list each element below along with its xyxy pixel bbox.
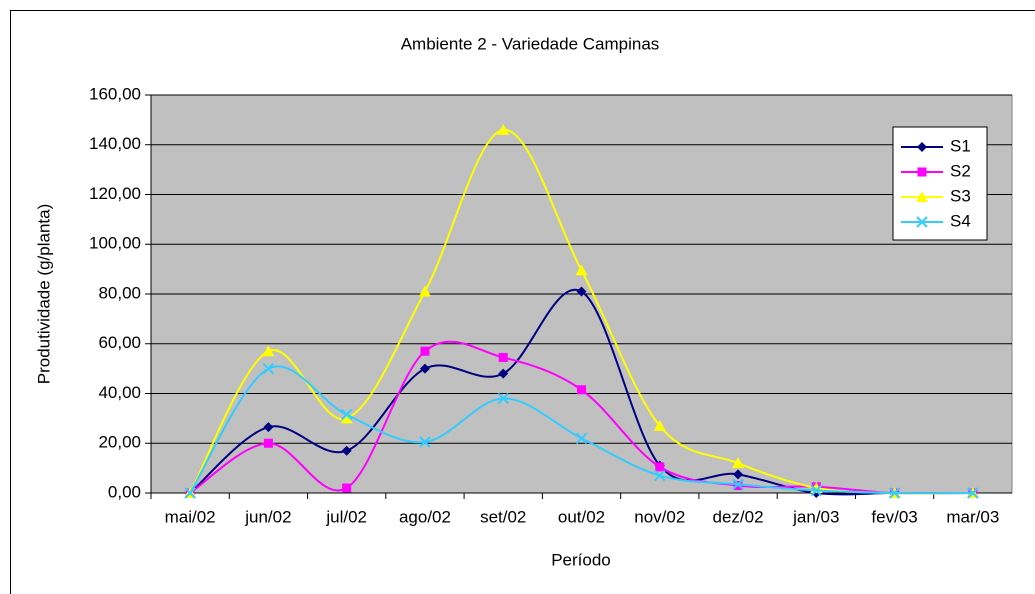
- marker: [732, 478, 744, 491]
- y-tick-label: 100,00: [89, 234, 141, 253]
- y-tick-label: 140,00: [89, 134, 141, 153]
- legend-box: [892, 126, 988, 241]
- x-tick-label: fev/03: [871, 507, 917, 526]
- marker: [810, 484, 823, 497]
- marker: [342, 483, 352, 493]
- marker: [498, 368, 509, 379]
- x-tick-label: jul/02: [325, 507, 367, 526]
- y-tick-label: 160,00: [89, 84, 141, 103]
- x-tick-label: dez/02: [713, 507, 764, 526]
- marker: [497, 123, 510, 135]
- legend-label: S1: [950, 136, 971, 155]
- y-tick-label: 0,00: [108, 482, 141, 501]
- x-tick-label: out/02: [558, 507, 605, 526]
- y-tick-label: 20,00: [98, 433, 141, 452]
- marker: [732, 457, 745, 469]
- marker: [341, 445, 352, 456]
- marker: [916, 191, 928, 202]
- x-tick-label: ago/02: [399, 507, 451, 526]
- marker: [263, 422, 274, 433]
- series-line: [189, 365, 973, 495]
- marker: [967, 487, 979, 499]
- marker: [577, 385, 586, 395]
- marker: [263, 438, 273, 448]
- marker: [420, 346, 430, 356]
- marker: [653, 419, 666, 431]
- marker: [340, 408, 353, 421]
- marker: [654, 469, 666, 482]
- marker: [888, 487, 901, 499]
- marker: [498, 352, 508, 362]
- marker: [419, 436, 431, 448]
- y-tick-label: 40,00: [98, 383, 141, 402]
- x-tick-label: set/02: [480, 507, 526, 526]
- marker: [575, 432, 588, 444]
- marker: [418, 285, 431, 297]
- marker: [917, 142, 927, 152]
- marker: [419, 363, 430, 374]
- chart-title: Ambiente 2 - Variedade Campinas: [401, 34, 660, 53]
- marker: [340, 412, 353, 424]
- x-axis-label: Período: [551, 550, 611, 569]
- marker: [655, 462, 665, 472]
- marker: [576, 286, 587, 297]
- x-tick-label: nov/02: [634, 507, 685, 526]
- marker: [916, 216, 928, 228]
- marker: [262, 345, 275, 357]
- x-tick-label: mai/02: [165, 507, 216, 526]
- legend-label: S2: [950, 161, 971, 180]
- x-tick-label: jun/02: [244, 507, 291, 526]
- marker: [497, 392, 509, 405]
- x-tick-label: jan/03: [792, 507, 839, 526]
- legend-label: S3: [950, 186, 971, 205]
- marker: [262, 362, 275, 375]
- y-tick-label: 120,00: [89, 184, 141, 203]
- y-tick-label: 80,00: [98, 283, 141, 302]
- marker: [184, 487, 196, 499]
- marker: [917, 167, 927, 177]
- y-tick-label: 60,00: [98, 333, 141, 352]
- marker: [733, 469, 744, 480]
- marker: [575, 264, 588, 276]
- x-tick-label: mar/03: [946, 507, 999, 526]
- legend-label: S4: [950, 211, 971, 230]
- y-axis-label: Produtividade (g/planta): [34, 204, 53, 385]
